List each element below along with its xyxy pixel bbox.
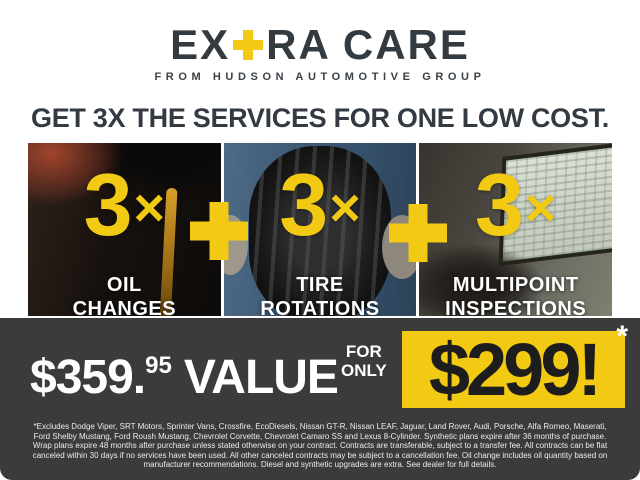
brand-logo: EX RA CARE FROM HUDSON AUTOMOTIVE GROUP <box>0 24 640 84</box>
service-panel-multipoint-inspections: 3× MULTIPOINT INSPECTIONS <box>419 143 613 317</box>
label-line: OIL <box>106 274 142 296</box>
service-panel-oil-changes: 3× OIL CHANGES <box>28 143 221 316</box>
plus-icon <box>233 30 263 60</box>
service-panel-tire-rotations: 3× TIRE ROTATIONS <box>223 143 417 317</box>
disclaimer-text: *Excludes Dodge Viper, SRT Motors, Sprin… <box>32 422 608 470</box>
logo-suffix: RA CARE <box>266 21 470 68</box>
multiply-icon: × <box>524 178 557 238</box>
offer-headline: GET 3X THE SERVICES FOR ONE LOW COST. <box>31 103 609 133</box>
oil-changes-label: OIL CHANGES <box>73 273 177 316</box>
service-panels: 3× OIL CHANGES 3× TIRE ROTATIONS <box>28 143 613 317</box>
for-only-text: FOR ONLY <box>341 342 387 380</box>
price-band: $359.95 VALUE FOR ONLY $299! * *Excludes … <box>0 318 640 480</box>
only-line: ONLY <box>341 361 387 380</box>
for-line: FOR <box>345 342 382 361</box>
multiply-icon: × <box>329 178 361 238</box>
value-text: $359.95 VALUE <box>30 340 339 404</box>
tire-rotations-content: 3× TIRE ROTATIONS <box>224 143 417 317</box>
plus-icon <box>190 202 248 260</box>
sale-price: $299! <box>428 327 602 411</box>
oil-changes-multiplier: 3× <box>84 161 166 269</box>
tire-rotations-multiplier: 3× <box>279 161 361 269</box>
brand-logo-text: EX RA CARE <box>0 24 640 66</box>
multipoint-inspections-label: MULTIPOINT INSPECTIONS <box>445 273 586 316</box>
multipoint-inspections-multiplier: 3× <box>475 161 557 269</box>
oil-pour-photo <box>28 143 221 316</box>
oil-changes-content: 3× OIL CHANGES <box>28 143 221 317</box>
brand-tagline: FROM HUDSON AUTOMOTIVE GROUP <box>154 71 486 83</box>
value-label: VALUE <box>183 351 339 404</box>
multipoint-inspections-content: 3× MULTIPOINT INSPECTIONS <box>419 143 612 317</box>
label-line: MULTIPOINT <box>452 274 579 296</box>
value-cents: 95 <box>145 352 172 379</box>
multiplier-number: 3 <box>83 155 133 254</box>
multiply-icon: × <box>133 178 166 238</box>
logo-prefix: EX <box>170 21 231 68</box>
label-line: TIRE <box>296 274 344 296</box>
label-line: INSPECTIONS <box>445 298 587 316</box>
footnote-asterisk: * <box>616 320 628 353</box>
value-amount: $359. <box>30 351 146 404</box>
plus-icon <box>389 204 447 262</box>
multiplier-number: 3 <box>279 155 329 254</box>
label-line: CHANGES <box>72 298 177 316</box>
tire-rotations-label: TIRE ROTATIONS <box>260 273 379 316</box>
label-line: ROTATIONS <box>260 298 380 316</box>
multiplier-number: 3 <box>474 155 524 254</box>
price-box: $299! * <box>402 320 628 411</box>
